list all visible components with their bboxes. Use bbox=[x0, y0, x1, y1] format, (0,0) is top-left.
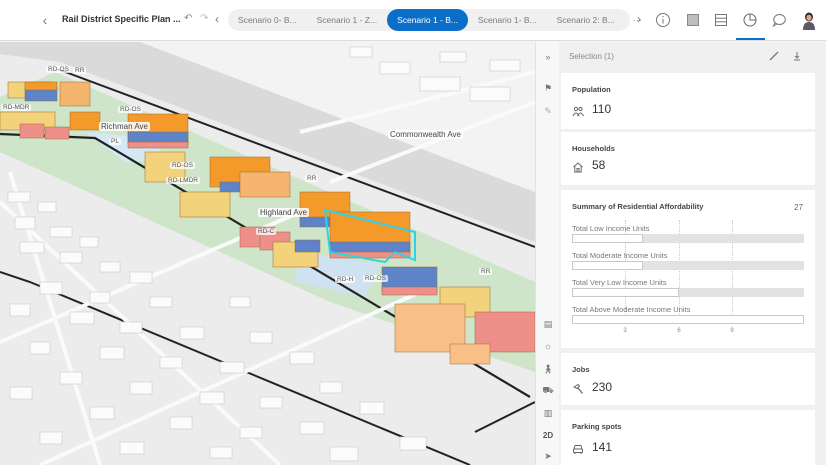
bar-track[interactable] bbox=[572, 315, 804, 324]
bar-above-moderate-income[interactable] bbox=[572, 315, 804, 324]
street-label: Richman Ave bbox=[99, 122, 150, 131]
bar-track[interactable] bbox=[572, 288, 804, 297]
households-card: Households 58 bbox=[561, 132, 815, 185]
bar-moderate-income[interactable] bbox=[572, 261, 643, 270]
affordability-card: Summary of Residential Affordability 27 … bbox=[561, 190, 815, 348]
bar-label: Total Moderate Income Units bbox=[572, 251, 668, 260]
tab-scenario-1-b[interactable]: Scenario 1- B... bbox=[478, 15, 537, 25]
2d-toggle-button[interactable]: 2D bbox=[542, 430, 554, 440]
scenario-tabs: Scenario 0- B... Scenario 1 - Z... Scena… bbox=[228, 9, 642, 31]
gridline bbox=[625, 220, 626, 322]
zone-label: RD-OS bbox=[363, 275, 388, 282]
jobs-value: 230 bbox=[592, 380, 613, 394]
buildings-icon[interactable]: ▥ bbox=[543, 407, 553, 418]
bar-very-low-income[interactable] bbox=[572, 288, 679, 297]
edit-icon[interactable] bbox=[768, 50, 780, 62]
street-label: Highland Ave bbox=[258, 208, 309, 217]
parking-value: 141 bbox=[592, 440, 613, 454]
expand-icon[interactable]: » bbox=[545, 52, 551, 62]
app-header: ‹ Rail District Specific Plan ... ⌄ ↶ ↷ … bbox=[0, 0, 826, 41]
sun-icon[interactable]: ☼ bbox=[543, 341, 553, 351]
selection-title: Selection (1) bbox=[569, 52, 614, 61]
vehicle-icon[interactable]: ⛟ bbox=[542, 385, 554, 395]
card-title: Households bbox=[572, 144, 615, 153]
tabs-prev-icon[interactable]: ‹ bbox=[215, 12, 219, 26]
menu-icon[interactable] bbox=[11, 13, 25, 25]
zone-label: PL bbox=[109, 138, 121, 145]
card-title: Summary of Residential Affordability bbox=[572, 202, 704, 211]
more-tabs-button[interactable]: ··· bbox=[632, 15, 642, 25]
user-avatar[interactable] bbox=[801, 11, 817, 31]
tab-scenario-2[interactable]: Scenario 2: B... bbox=[556, 15, 615, 25]
card-title: Parking spots bbox=[572, 422, 622, 431]
zone-label: RR bbox=[73, 67, 87, 74]
people-icon bbox=[572, 106, 584, 117]
bar-track[interactable] bbox=[572, 261, 804, 270]
bar-low-income[interactable] bbox=[572, 234, 643, 243]
population-card: Population 110 bbox=[561, 73, 815, 129]
affordability-bar-chart: Total Low Income Units Total Moderate In… bbox=[572, 220, 804, 340]
tool-rail: » ⚑ ✎ ▤ ☼ 🚶︎ ⛟ ▥ 2D ➤ bbox=[535, 42, 559, 465]
gridline bbox=[732, 220, 733, 322]
panel-header: Selection (1) bbox=[559, 42, 826, 70]
bar-label: Total Low Income Units bbox=[572, 224, 650, 233]
hammer-icon bbox=[572, 383, 583, 394]
zone-label: RD-OS bbox=[46, 66, 71, 73]
chart-total: 27 bbox=[794, 203, 803, 212]
zone-label: RD-LMDR bbox=[166, 177, 200, 184]
zone-label: RD-C bbox=[256, 228, 277, 235]
download-icon[interactable] bbox=[791, 50, 803, 62]
redo-icon[interactable]: ↷ bbox=[200, 13, 209, 24]
undo-icon[interactable]: ↶ bbox=[184, 13, 193, 24]
selection-panel: Selection (1) Population 110 Households … bbox=[559, 42, 826, 465]
bar-label: Total Above Moderate Income Units bbox=[572, 305, 691, 314]
comment-icon[interactable] bbox=[771, 12, 787, 28]
basemap-icon[interactable] bbox=[685, 12, 701, 28]
street-label: Commonwealth Ave bbox=[388, 130, 463, 139]
tab-scenario-0[interactable]: Scenario 0- B... bbox=[238, 15, 297, 25]
tab-scenario-1-b-active[interactable]: Scenario 1 - B... bbox=[387, 9, 469, 31]
tabs-next-icon[interactable]: › bbox=[637, 12, 641, 26]
back-icon[interactable]: ‹ bbox=[42, 12, 48, 28]
dashboard-icon[interactable] bbox=[742, 12, 758, 28]
daylight-panel-icon[interactable]: ▤ bbox=[543, 318, 553, 329]
bar-track[interactable] bbox=[572, 234, 804, 243]
car-icon bbox=[573, 445, 583, 454]
zone-label: RD-MDR bbox=[1, 104, 32, 111]
population-value: 110 bbox=[592, 102, 612, 116]
x-tick: 3 bbox=[623, 328, 627, 334]
zone-label: RR bbox=[305, 175, 319, 182]
jobs-card: Jobs 230 bbox=[561, 353, 815, 405]
table-icon[interactable] bbox=[713, 12, 729, 28]
measure-icon[interactable]: ✎ bbox=[544, 105, 552, 116]
bar-label: Total Very Low Income Units bbox=[572, 278, 667, 287]
home-icon bbox=[573, 162, 583, 173]
parking-card: Parking spots 141 bbox=[561, 410, 815, 465]
chevron-down-icon[interactable]: ⌄ bbox=[162, 12, 171, 23]
x-tick: 9 bbox=[730, 328, 734, 334]
active-tab-indicator bbox=[736, 38, 765, 40]
zone-label: RR bbox=[479, 268, 493, 275]
card-title: Population bbox=[572, 85, 611, 94]
info-icon[interactable] bbox=[655, 12, 671, 28]
card-title: Jobs bbox=[572, 365, 590, 374]
3d-map-view[interactable]: RD-OS RR RD-MDR RD-OS PL RD-OS RD-LMDR R… bbox=[0, 42, 535, 465]
zone-label: RD-OS bbox=[170, 162, 195, 169]
compass-icon[interactable]: ➤ bbox=[544, 450, 552, 461]
map-scene bbox=[0, 42, 535, 465]
project-title[interactable]: Rail District Specific Plan ... bbox=[62, 14, 181, 24]
walk-icon[interactable]: 🚶︎ bbox=[542, 363, 554, 374]
zone-label: RD-OS bbox=[118, 106, 143, 113]
zone-label: RD-H bbox=[335, 276, 356, 283]
households-value: 58 bbox=[592, 158, 606, 172]
x-tick: 6 bbox=[677, 328, 681, 334]
tab-scenario-1-z[interactable]: Scenario 1 - Z... bbox=[316, 15, 378, 25]
gridline bbox=[679, 220, 680, 322]
flag-icon[interactable]: ⚑ bbox=[543, 82, 553, 93]
